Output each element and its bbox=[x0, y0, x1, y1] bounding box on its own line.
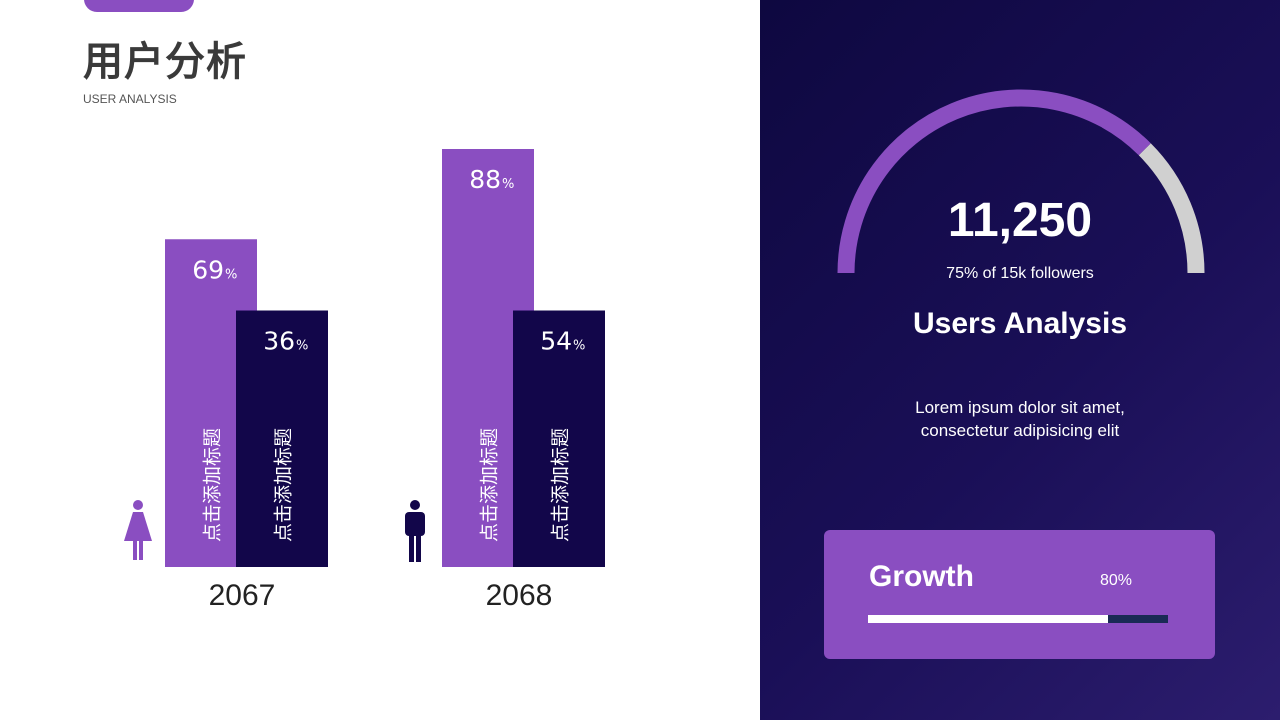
bar-caption-label: 点击添加标题 bbox=[550, 428, 572, 542]
page-title: 用户分析 bbox=[83, 39, 247, 85]
bar-chart: 69 % 点击添加标题 36 % 点击添加标题 2067 88 % 点击添加标题 54 % 点击添加标题… bbox=[124, 149, 605, 612]
bar-2068-2 bbox=[513, 310, 605, 567]
followers-gauge bbox=[837, 89, 1205, 274]
panel-heading: Users Analysis bbox=[912, 307, 1127, 340]
category-label-2067: 2067 bbox=[209, 579, 276, 612]
bar-value-label: 54 bbox=[540, 327, 572, 356]
growth-progress-fill bbox=[868, 615, 1108, 623]
male-person-icon bbox=[405, 500, 425, 562]
bar-value-label: 69 bbox=[192, 255, 224, 284]
right-panel: 11,250 75% of 15k followers Users Analys… bbox=[760, 0, 1280, 720]
bar-value-label: 36 bbox=[263, 327, 295, 356]
bar-unit-label: % bbox=[502, 177, 514, 192]
followers-caption: 75% of 15k followers bbox=[946, 265, 1094, 282]
bar-value-label: 88 bbox=[469, 165, 501, 194]
bar-2067-2 bbox=[236, 310, 328, 567]
header-accent-pill bbox=[84, 0, 194, 12]
bar-unit-label: % bbox=[296, 339, 308, 354]
growth-percent: 80% bbox=[1100, 572, 1133, 589]
follower-count: 11,250 bbox=[947, 194, 1093, 247]
bar-caption-label: 点击添加标题 bbox=[479, 428, 501, 542]
description-line-2: consectetur adipisicing elit bbox=[920, 421, 1120, 440]
panel-description: Lorem ipsum dolor sit amet, consectetur … bbox=[870, 396, 1170, 442]
page-subtitle: USER ANALYSIS bbox=[83, 92, 177, 106]
bar-caption-label: 点击添加标题 bbox=[202, 428, 224, 542]
growth-progress-track bbox=[868, 615, 1168, 623]
gauge-track bbox=[1138, 143, 1205, 274]
growth-label: Growth bbox=[869, 560, 974, 593]
bar-unit-label: % bbox=[225, 267, 237, 282]
category-label-2068: 2068 bbox=[486, 579, 553, 612]
bar-unit-label: % bbox=[573, 339, 585, 354]
bar-caption-label: 点击添加标题 bbox=[273, 428, 295, 542]
female-person-icon bbox=[124, 500, 152, 560]
gauge-fill bbox=[837, 89, 1151, 274]
description-line-1: Lorem ipsum dolor sit amet, bbox=[915, 398, 1125, 417]
growth-card: Growth 80% bbox=[824, 530, 1215, 659]
